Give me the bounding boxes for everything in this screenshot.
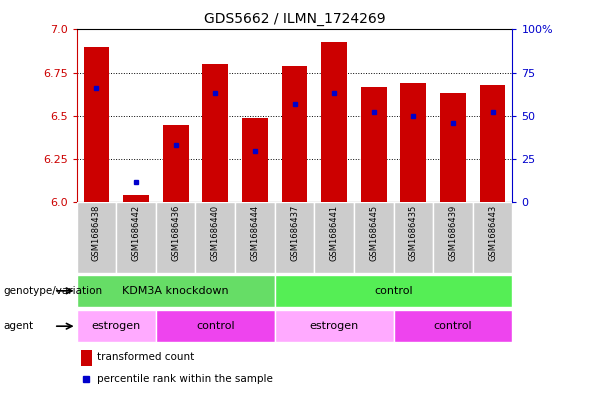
Text: GSM1686436: GSM1686436 (171, 204, 180, 261)
Bar (203, 64, 228, 202)
Text: GSM1686442: GSM1686442 (131, 204, 141, 261)
Text: control: control (374, 286, 413, 296)
Text: GSM1686441: GSM1686441 (330, 204, 339, 261)
Bar (156, 310, 274, 342)
Bar (77, 275, 274, 307)
Text: agent: agent (3, 321, 33, 331)
Bar (274, 310, 393, 342)
Bar (163, 125, 188, 202)
Text: transformed count: transformed count (98, 353, 195, 362)
Text: control: control (434, 321, 472, 331)
Bar (196, 202, 235, 273)
Text: GSM1686435: GSM1686435 (409, 204, 418, 261)
Text: GSM1686438: GSM1686438 (92, 204, 101, 261)
Bar (401, 83, 426, 202)
Text: estrogen: estrogen (309, 321, 359, 331)
Text: genotype/variation: genotype/variation (3, 286, 102, 296)
Bar (77, 202, 116, 273)
Bar (361, 86, 386, 202)
Text: GSM1686437: GSM1686437 (290, 204, 299, 261)
Bar (77, 310, 156, 342)
Bar (274, 202, 315, 273)
Bar (393, 310, 512, 342)
Text: KDM3A knockdown: KDM3A knockdown (123, 286, 229, 296)
Bar (282, 66, 307, 202)
Bar (473, 202, 512, 273)
Bar (274, 275, 512, 307)
Bar (84, 47, 110, 202)
Bar (433, 202, 473, 273)
Text: GDS5662 / ILMN_1724269: GDS5662 / ILMN_1724269 (204, 12, 385, 26)
Bar (123, 195, 149, 202)
Bar (479, 85, 505, 202)
Bar (315, 202, 354, 273)
Text: GSM1686439: GSM1686439 (448, 204, 458, 261)
Bar (393, 202, 433, 273)
Text: estrogen: estrogen (91, 321, 141, 331)
Text: percentile rank within the sample: percentile rank within the sample (98, 374, 273, 384)
Bar (321, 42, 347, 202)
Text: GSM1686440: GSM1686440 (211, 204, 220, 261)
Text: GSM1686445: GSM1686445 (369, 204, 378, 261)
Bar (354, 202, 393, 273)
Text: GSM1686444: GSM1686444 (250, 204, 259, 261)
Bar (116, 202, 156, 273)
Bar (440, 94, 466, 202)
Bar (235, 202, 274, 273)
Text: GSM1686443: GSM1686443 (488, 204, 497, 261)
Bar (242, 118, 268, 202)
Text: control: control (196, 321, 234, 331)
Bar (156, 202, 196, 273)
Bar (81, 350, 92, 365)
